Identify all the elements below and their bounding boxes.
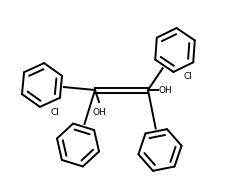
Text: Cl: Cl <box>183 73 192 81</box>
Text: OH: OH <box>158 85 172 95</box>
Text: Cl: Cl <box>50 108 59 117</box>
Text: OH: OH <box>92 108 105 117</box>
